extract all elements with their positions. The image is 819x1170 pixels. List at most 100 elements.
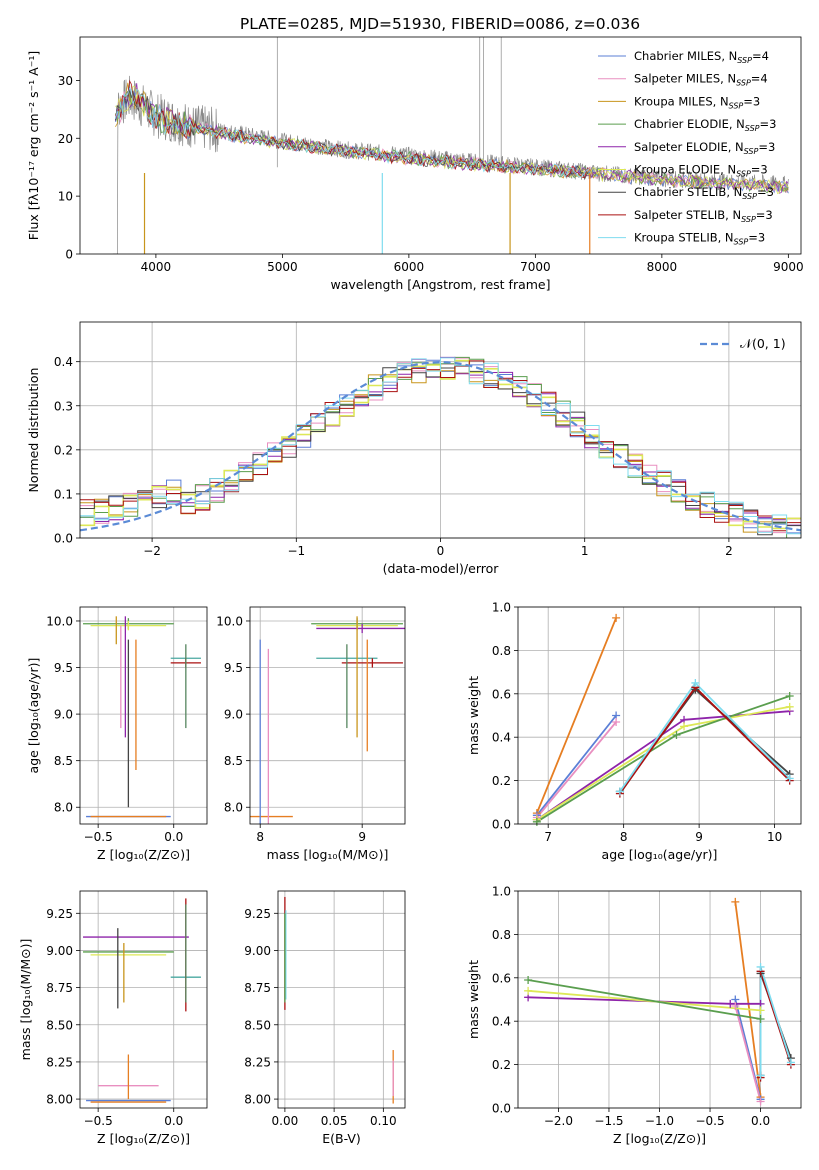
weight-marker (532, 817, 541, 826)
x-tick-label: 7000 (520, 260, 551, 274)
x-tick-label: −1.0 (645, 1114, 674, 1128)
x-tick-label: −0.5 (84, 1114, 113, 1128)
x-axis-label: mass [log₁₀(M/M⊙)] (267, 847, 389, 862)
model-line-8 (115, 87, 589, 178)
legend-label: Kroupa STELIB, NSSP=3 (634, 231, 765, 247)
plot-area-mass-vs-Z (83, 898, 201, 1103)
y-tick-label: 0.0 (492, 818, 511, 832)
legend-label: Salpeter ELODIE, NSSP=3 (634, 140, 775, 156)
x-axis-label: wavelength [Angstrom, rest frame] (330, 277, 550, 292)
x-tick-label: −0.5 (84, 830, 113, 844)
x-axis-label: (data-model)/error (383, 561, 500, 576)
y-tick-label: 0.2 (492, 774, 511, 788)
y-axis-label: mass weight (466, 676, 481, 755)
weight-marker (615, 787, 624, 796)
y-tick-label: 0.4 (54, 355, 73, 369)
weight-line-0 (734, 901, 762, 1098)
x-tick-label: 0.00 (272, 1114, 299, 1128)
y-tick-label: 8.00 (244, 1093, 271, 1107)
axes-residuals: −2 −1 0 1 2 0.0 0.1 0.2 0.3 0.4 (data-model)/error… (26, 321, 802, 576)
y-tick-label: 8.50 (46, 1018, 73, 1032)
weight-line-4 (536, 705, 790, 821)
plot-area-age-vs-Z (83, 616, 201, 818)
legend: Chabrier MILES, NSSP=4 Salpeter MILES, NS… (598, 49, 776, 247)
weight-line-1 (536, 714, 617, 816)
x-tick-label: 5000 (267, 260, 298, 274)
x-tick-label: −0.5 (695, 1114, 724, 1128)
legend-label: Salpeter MILES, NSSP=4 (634, 72, 768, 88)
weight-marker (524, 986, 533, 995)
y-tick-label: 30 (58, 74, 73, 88)
x-tick-label: 9000 (773, 260, 804, 274)
legend-label: Chabrier STELIB, NSSP=3 (634, 185, 774, 201)
x-tick-label: −1.5 (594, 1114, 623, 1128)
weight-marker (731, 897, 740, 906)
weight-marker (731, 1002, 740, 1011)
plot-area-mass-vs-EBV (284, 896, 394, 1104)
y-axis-label: Flux [fλ10⁻¹⁷ erg cm⁻² s⁻¹ A⁻¹] (26, 51, 41, 240)
x-tick-label: −2.0 (544, 1114, 573, 1128)
x-axis-label: Z [log₁₀(Z/Z⊙)] (613, 1131, 706, 1146)
y-tick-label: 9.0 (224, 708, 243, 722)
axes-frame (249, 606, 406, 825)
y-tick-label: 8.50 (244, 1018, 271, 1032)
x-tick-label: 2 (725, 544, 733, 558)
y-tick-label: 0.1 (54, 487, 73, 501)
y-tick-label: 9.00 (46, 944, 73, 958)
x-axis-label: Z [log₁₀(Z/Z⊙)] (97, 847, 190, 862)
axes-frame (79, 890, 208, 1109)
weight-line-6 (759, 973, 792, 1076)
y-tick-label: 9.5 (54, 661, 73, 675)
x-tick-label: 0.0 (164, 830, 183, 844)
legend-label: Kroupa MILES, NSSP=3 (634, 94, 760, 110)
y-axis-label: mass weight (466, 960, 481, 1039)
x-tick-label: −1 (287, 544, 305, 558)
y-tick-label: 0.0 (54, 532, 73, 546)
weight-marker (786, 1058, 795, 1067)
histogram-step-8 (80, 357, 801, 535)
axes-mass-weight-vs-Z: −2.0 −1.5 −1.0 −0.5 0.0 0.0 0.2 0.4 0.6 0.8 1.0 Z [… (466, 885, 802, 1146)
plot-area-residuals (80, 356, 801, 538)
y-tick-label: 8.5 (224, 754, 243, 768)
weight-marker (756, 1071, 765, 1080)
y-tick-label: 10 (58, 190, 73, 204)
histogram-step-7 (80, 360, 801, 532)
weight-marker (756, 962, 765, 971)
weight-line-4 (528, 989, 761, 1012)
weight-line-2 (536, 721, 617, 819)
axes-frame (79, 606, 208, 825)
y-tick-label: 9.0 (54, 708, 73, 722)
x-tick-label: 1 (581, 544, 589, 558)
legend-label: Chabrier ELODIE, NSSP=3 (634, 117, 776, 133)
y-tick-label: 0 (65, 248, 73, 262)
weight-line-2 (734, 1005, 762, 1102)
x-tick-label: 4000 (141, 260, 172, 274)
x-tick-label: 6000 (394, 260, 425, 274)
legend-label: Salpeter STELIB, NSSP=3 (634, 208, 773, 224)
y-tick-label: 9.25 (46, 907, 73, 921)
x-tick-label: 10 (767, 830, 782, 844)
x-tick-label: 0.10 (370, 1114, 397, 1128)
weight-marker (612, 718, 621, 727)
y-tick-label: 8.5 (54, 754, 73, 768)
model-line-7 (115, 79, 589, 179)
y-tick-label: 8.25 (244, 1055, 271, 1069)
x-tick-label: 0.0 (164, 1114, 183, 1128)
y-tick-label: 9.5 (224, 661, 243, 675)
y-tick-label: 8.00 (46, 1093, 73, 1107)
legend-label: Chabrier MILES, NSSP=4 (634, 49, 769, 65)
y-tick-label: 0.2 (492, 1058, 511, 1072)
y-tick-label: 1.0 (492, 601, 511, 615)
y-tick-label: 8.0 (224, 801, 243, 815)
y-tick-label: 0.6 (492, 687, 511, 701)
weight-marker (672, 731, 681, 740)
x-tick-label: 8 (620, 830, 628, 844)
axes-frame (277, 890, 406, 1109)
axes-age-vs-Z: −0.5 0.0 8.0 8.5 9.0 9.5 10.0 Z [log₁₀(Z/Z⊙)] ag… (26, 606, 208, 862)
weight-marker (785, 691, 794, 700)
x-tick-label: 8000 (647, 260, 678, 274)
y-tick-label: 0.6 (492, 971, 511, 985)
weight-marker (691, 678, 700, 687)
weight-marker (785, 774, 794, 783)
